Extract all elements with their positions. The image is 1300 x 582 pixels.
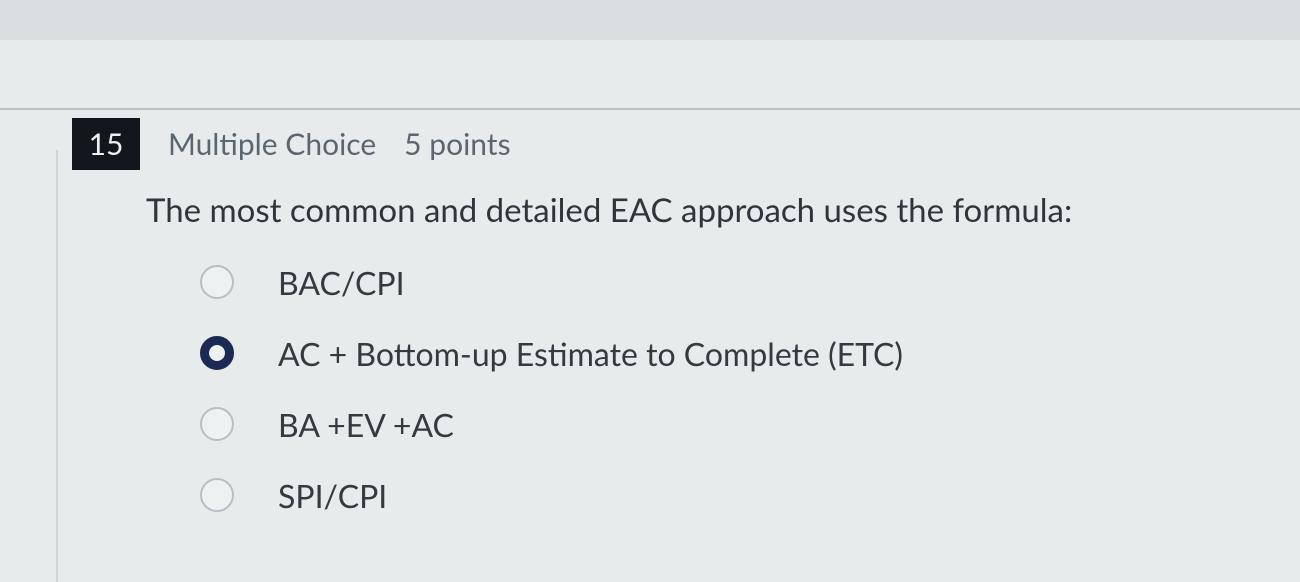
question-type-label: Multiple Choice [168,126,376,162]
option-label: BAC/CPI [278,263,405,302]
radio-icon[interactable] [200,407,234,441]
radio-icon[interactable] [200,336,234,370]
question-points-label: 5 points [404,126,510,162]
option-c[interactable]: BA +EV +AC [200,405,1300,444]
question-header: 15 Multiple Choice 5 points [72,118,1300,170]
option-d[interactable]: SPI/CPI [200,476,1300,515]
vertical-divider [56,150,58,582]
option-b[interactable]: AC + Bottom-up Estimate to Complete (ETC… [200,334,1300,373]
question-number-badge: 15 [72,118,140,170]
option-label: SPI/CPI [278,476,387,515]
radio-icon[interactable] [200,478,234,512]
question-container: 15 Multiple Choice 5 points The most com… [0,118,1300,582]
option-label: AC + Bottom-up Estimate to Complete (ETC… [278,334,903,373]
options-list: BAC/CPI AC + Bottom-up Estimate to Compl… [200,263,1300,515]
horizontal-divider [0,108,1300,110]
option-a[interactable]: BAC/CPI [200,263,1300,302]
question-number: 15 [89,126,124,162]
question-stem: The most common and detailed EAC approac… [146,188,1300,233]
radio-icon[interactable] [200,265,234,299]
top-bar [0,0,1300,40]
option-label: BA +EV +AC [278,405,454,444]
question-content: The most common and detailed EAC approac… [146,188,1300,515]
